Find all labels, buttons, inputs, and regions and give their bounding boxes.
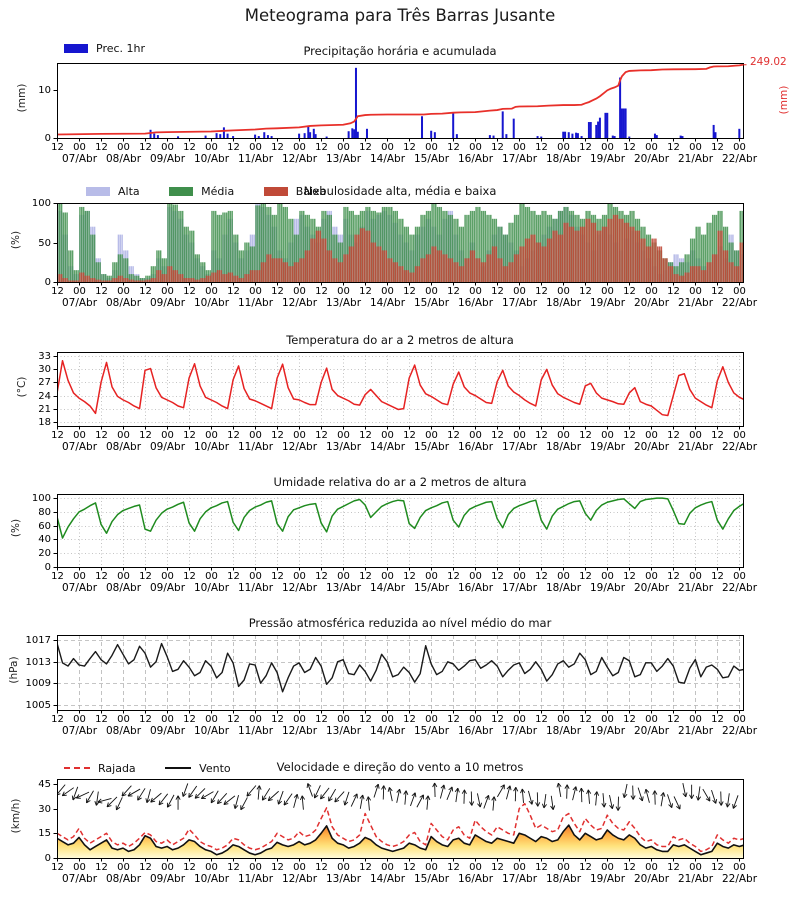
precipitation-panel-title: Precipitação horária e acumulada [303,44,497,58]
precip-legend-swatch [64,44,88,53]
baixa-swatch [263,187,288,196]
alta-label: Alta [118,185,140,198]
legend-item-baixa: Baixa [263,185,327,198]
legend-item-vento: Vento [165,762,231,775]
precip-legend-label: Prec. 1hr [96,42,146,55]
temperature-panel-title: Temperatura do ar a 2 metros de altura [286,333,514,347]
baixa-label: Baixa [295,185,327,198]
pressure-panel-title: Pressão atmosférica reduzida ao nível mé… [248,616,552,630]
vento-line-swatch [165,767,192,769]
precip-legend: Prec. 1hr [64,42,145,55]
legend-item-alta: Alta [86,185,140,198]
temperature-ylabel: (°C) [16,376,28,398]
accumulated-total-label: 249.02 [750,56,787,68]
rajada-line-swatch [64,767,90,769]
media-swatch [169,187,194,196]
vento-label: Vento [199,762,231,775]
precipitation-right-ylabel: (mm) [778,85,790,115]
pressure-ylabel: (hPa) [8,656,20,684]
rajada-label: Rajada [98,762,136,775]
cloudiness-legend: Alta Média Baixa [86,185,352,198]
media-label: Média [201,185,235,198]
wind-ylabel: (km/h) [10,798,22,834]
precipitation-ylabel: (mm) [16,83,28,113]
legend-item-rajada: Rajada [64,762,136,775]
alta-swatch [86,187,110,196]
cloudiness-panel-title: Nebulosidade alta, média e baixa [303,184,497,198]
wind-panel-title: Velocidade e direção do vento a 10 metro… [276,760,524,774]
legend-item-media: Média [169,185,234,198]
humidity-panel-title: Umidade relativa do ar a 2 metros de alt… [273,475,527,489]
cloudiness-ylabel: (%) [10,230,22,250]
humidity-ylabel: (%) [10,518,22,538]
page-title: Meteograma para Três Barras Jusante [244,6,556,25]
wind-legend: Rajada Vento [64,762,257,775]
